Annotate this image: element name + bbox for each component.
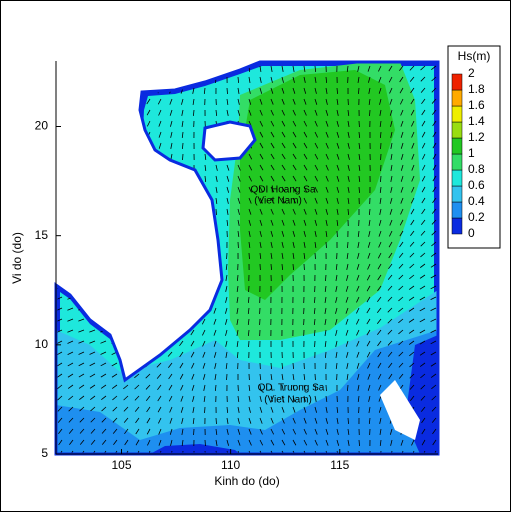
annotation: QDI Hoang Sa — [250, 185, 315, 196]
colorbar-swatch — [452, 170, 462, 186]
colorbar-tick-label: 0.6 — [468, 178, 485, 192]
colorbar-swatch — [452, 202, 462, 218]
y-axis-label: Vi do (do) — [10, 232, 24, 284]
wind-arrow — [227, 88, 228, 94]
x-tick-label: 105 — [111, 458, 131, 472]
y-tick-label: 5 — [41, 446, 48, 460]
wind-arrow — [315, 253, 316, 259]
wind-arrow — [325, 275, 326, 281]
colorbar-tick-label: 1.6 — [468, 98, 485, 112]
wind-arrow — [271, 363, 272, 369]
colorbar-tick-label: 1 — [468, 146, 475, 160]
y-tick-label: 20 — [35, 119, 49, 133]
wind-arrow — [182, 154, 183, 160]
colorbar-tick-label: 1.2 — [468, 130, 485, 144]
colorbar-tick-label: 0 — [468, 226, 475, 240]
colorbar-swatch — [452, 74, 462, 90]
annotation: (Viet Nam) — [254, 196, 302, 207]
wind-arrow — [348, 418, 349, 424]
wind-arrow — [293, 363, 294, 369]
colorbar-tick-label: 0.8 — [468, 162, 485, 176]
wind-arrow — [380, 176, 381, 182]
wind-arrow — [359, 440, 360, 446]
colorbar-tick-label: 1.4 — [468, 114, 485, 128]
wind-arrow — [347, 242, 348, 248]
colorbar-tick-label: 1.8 — [468, 82, 485, 96]
wind-arrow — [216, 209, 217, 215]
colorbar-swatch — [452, 218, 462, 234]
colorbar-swatch — [452, 106, 462, 122]
colorbar-tick-label: 0.2 — [468, 210, 485, 224]
x-axis-label: Kinh do (do) — [214, 474, 279, 488]
x-tick-label: 115 — [330, 458, 349, 472]
annotation: (Viet Nam) — [264, 395, 312, 406]
colorbar-tick-label: 0.4 — [468, 194, 485, 208]
colorbar-swatch — [452, 138, 462, 154]
colorbar-label: Hs(m) — [458, 49, 491, 63]
colorbar-tick-label: 2 — [468, 66, 475, 80]
y-tick-label: 10 — [35, 337, 49, 351]
colorbar-swatch — [452, 90, 462, 106]
colorbar-swatch — [452, 154, 462, 170]
wind-arrow — [358, 88, 359, 94]
colorbar-swatch — [452, 122, 462, 138]
colorbar-swatch — [452, 186, 462, 202]
annotation: QD. Truong Sa — [258, 383, 325, 394]
x-tick-label: 110 — [221, 458, 240, 472]
y-tick-label: 15 — [35, 228, 49, 242]
